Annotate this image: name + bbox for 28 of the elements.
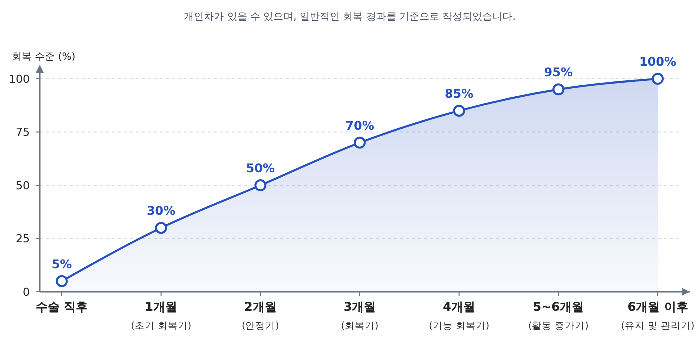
x-tick-label: 2개월 (안정기) — [242, 300, 280, 332]
y-axis-title: 회복 수준 (%) — [12, 52, 76, 63]
y-tick-label: 50 — [16, 179, 30, 192]
point — [354, 136, 366, 149]
x-tick-label: 1개월 (초기 회복기) — [131, 300, 192, 332]
x-tick-label: 6개월 이후 (유지 및 관리기) — [621, 300, 695, 332]
y-tick-label: 0 — [23, 286, 30, 299]
point — [155, 222, 168, 234]
y-tick-label: 75 — [16, 126, 30, 140]
chart-subtitle: 개인차가 있을 수 있으며, 일반적인 회복 경과를 기준으로 작성되었습니다. — [184, 12, 516, 23]
x-tick-label: 5~6개월 (활동 증가기) — [528, 300, 589, 332]
point — [453, 104, 466, 117]
y-tick-label: 100 — [9, 72, 30, 86]
data-label: 85% — [444, 86, 474, 101]
data-label: 100% — [639, 55, 677, 69]
x-tick-label: 수술 직후 — [36, 300, 88, 314]
x-tick-label: 3개월 (회복기) — [341, 300, 379, 332]
data-label: 95% — [544, 66, 574, 80]
data-label: 30% — [146, 204, 176, 218]
data-label: 70% — [346, 118, 374, 133]
data-label: 5% — [52, 257, 72, 272]
y-tick-label: 25 — [16, 232, 30, 246]
point — [552, 84, 565, 96]
point — [254, 180, 267, 192]
data-label: 50% — [246, 162, 276, 176]
x-tick-label: 4개월 (기능 회복기) — [429, 300, 490, 332]
point — [652, 73, 664, 85]
point — [56, 275, 68, 288]
